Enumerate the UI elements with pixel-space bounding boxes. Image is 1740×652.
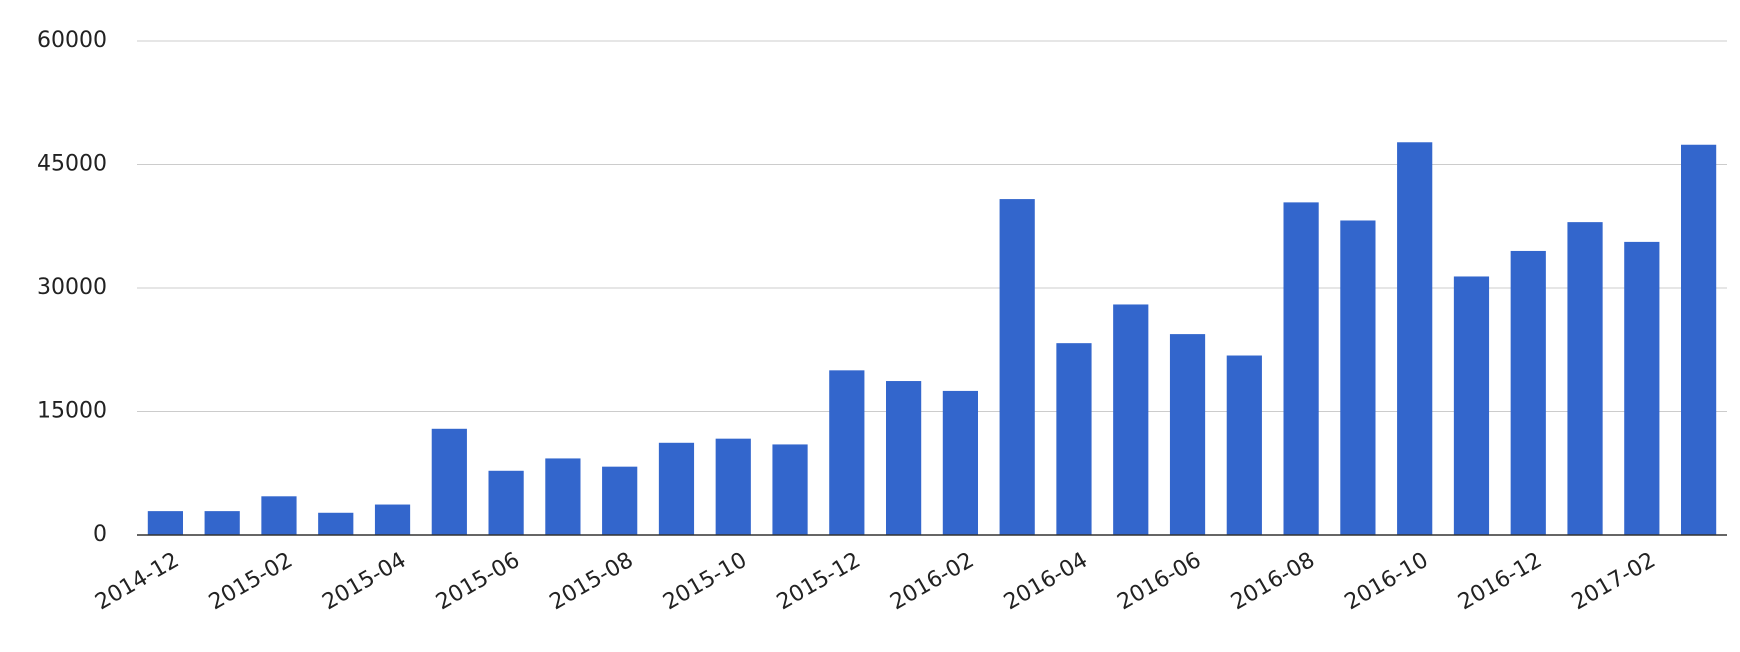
x-tick-label: 2016-10 [1341, 548, 1433, 616]
bar [1283, 202, 1319, 535]
y-tick-label: 15000 [37, 399, 107, 424]
bar [1226, 355, 1262, 535]
y-tick-label: 45000 [37, 152, 107, 177]
bar [1510, 250, 1546, 535]
bar [999, 199, 1035, 535]
bar [1056, 343, 1092, 535]
x-tick-label: 2016-04 [1000, 548, 1092, 616]
bar [318, 512, 354, 535]
bar [488, 470, 524, 535]
bar [886, 381, 922, 535]
bar [545, 458, 581, 535]
x-tick-label: 2015-04 [318, 548, 410, 616]
bar [1624, 241, 1660, 536]
bar [204, 511, 240, 535]
y-tick-label: 30000 [37, 275, 107, 300]
x-tick-label: 2015-06 [432, 548, 524, 616]
bar [829, 370, 865, 535]
bar [1567, 222, 1603, 535]
bar [1453, 276, 1490, 535]
bar [1681, 144, 1717, 536]
x-tick-label: 2015-02 [205, 548, 297, 616]
bar [1340, 220, 1376, 535]
x-tick-label: 2016-08 [1227, 548, 1319, 616]
x-tick-label: 2016-12 [1454, 548, 1546, 616]
bar [261, 496, 297, 535]
x-tick-label: 2015-08 [546, 548, 638, 616]
bar [942, 390, 978, 535]
bar [715, 438, 751, 535]
bar [1397, 142, 1433, 535]
y-tick-label: 60000 [37, 28, 107, 53]
bar [1113, 304, 1149, 535]
x-tick-label: 2016-02 [886, 548, 978, 616]
x-tick-label: 2015-10 [659, 548, 751, 616]
bar [602, 466, 638, 535]
bar [772, 444, 808, 535]
x-tick-label: 2015-12 [773, 548, 865, 616]
x-tick-label: 2016-06 [1113, 548, 1205, 616]
x-tick-label: 2017-02 [1568, 548, 1660, 616]
bar [147, 511, 183, 535]
bar [658, 442, 695, 535]
bar [374, 504, 411, 535]
y-tick-label: 0 [93, 522, 107, 547]
x-tick-label: 2014-12 [91, 548, 183, 616]
bar [1169, 334, 1206, 535]
bar [431, 428, 467, 535]
